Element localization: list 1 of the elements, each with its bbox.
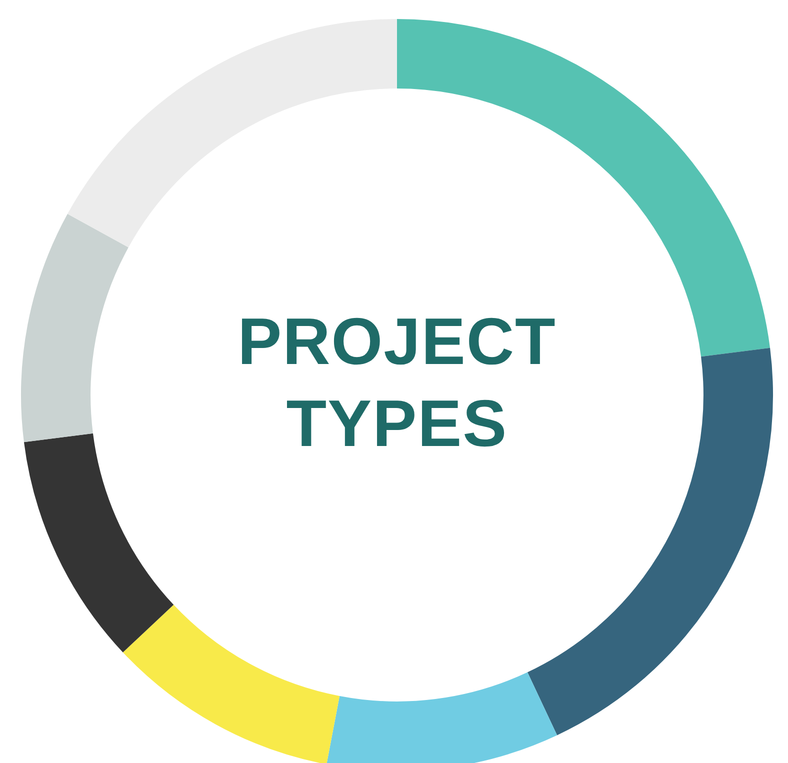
text: PROJECT TYPES <box>236 303 558 462</box>
